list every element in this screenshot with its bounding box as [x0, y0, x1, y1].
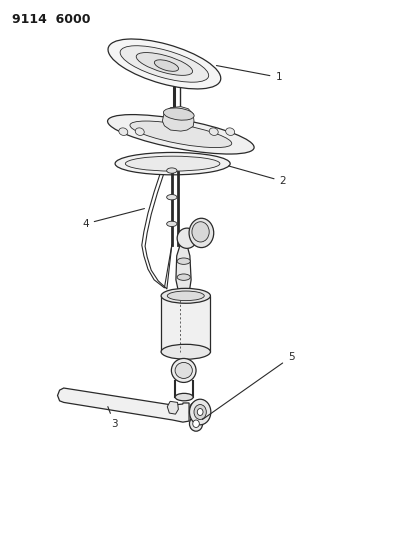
Text: 3: 3 [108, 407, 118, 429]
Ellipse shape [161, 288, 210, 303]
Ellipse shape [167, 168, 177, 173]
Ellipse shape [175, 393, 193, 401]
Ellipse shape [190, 403, 198, 413]
Ellipse shape [209, 128, 218, 135]
Ellipse shape [164, 108, 194, 120]
Text: 2: 2 [229, 166, 286, 186]
Polygon shape [58, 388, 189, 422]
Ellipse shape [194, 405, 206, 419]
Ellipse shape [197, 408, 203, 416]
Ellipse shape [125, 156, 220, 171]
Ellipse shape [167, 221, 177, 227]
Ellipse shape [119, 128, 128, 135]
Ellipse shape [193, 420, 199, 427]
Text: 9114  6000: 9114 6000 [12, 13, 91, 26]
Ellipse shape [189, 416, 203, 431]
Ellipse shape [171, 358, 196, 383]
Ellipse shape [177, 258, 190, 264]
Ellipse shape [189, 399, 211, 425]
Polygon shape [176, 245, 191, 296]
Ellipse shape [167, 291, 204, 301]
Ellipse shape [120, 46, 209, 82]
Ellipse shape [189, 219, 214, 247]
Ellipse shape [167, 195, 177, 200]
Text: 5: 5 [203, 352, 294, 419]
Ellipse shape [161, 344, 210, 359]
Ellipse shape [192, 222, 209, 242]
Text: 4: 4 [82, 208, 144, 229]
Ellipse shape [177, 274, 190, 280]
Polygon shape [161, 296, 210, 352]
Ellipse shape [115, 152, 230, 175]
Ellipse shape [155, 60, 178, 71]
Ellipse shape [135, 128, 144, 135]
Ellipse shape [136, 53, 193, 75]
Ellipse shape [108, 115, 254, 154]
Polygon shape [162, 107, 194, 131]
Ellipse shape [108, 39, 221, 89]
Ellipse shape [175, 362, 192, 378]
Text: 1: 1 [217, 66, 282, 82]
Polygon shape [167, 401, 178, 414]
Ellipse shape [177, 228, 197, 248]
Ellipse shape [130, 121, 232, 148]
Ellipse shape [226, 128, 235, 135]
